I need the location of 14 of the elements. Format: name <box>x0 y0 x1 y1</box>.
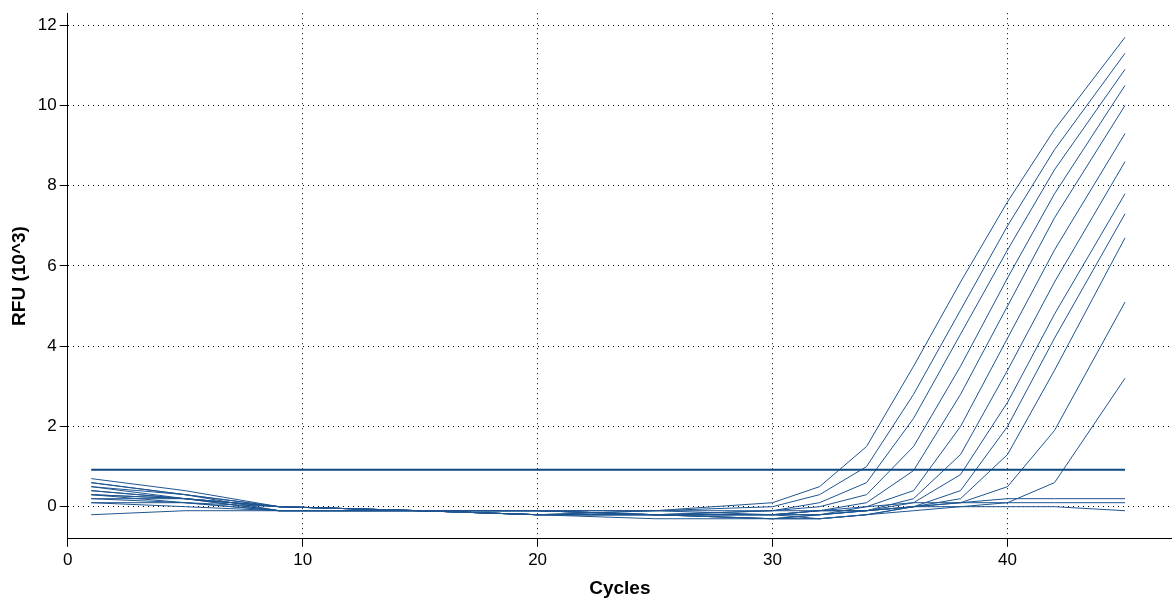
y-tick-label: 10 <box>37 95 57 115</box>
y-tick-label: 2 <box>47 416 57 436</box>
y-axis-title: RFU (10^3) <box>7 226 29 326</box>
x-tick-label: 40 <box>998 549 1017 569</box>
y-tick-label: 4 <box>47 335 57 355</box>
y-tick-label: 0 <box>47 496 57 516</box>
x-axis-title: Cycles <box>589 576 651 598</box>
x-tick-label: 20 <box>528 549 548 569</box>
x-tick-label: 0 <box>62 549 73 569</box>
y-tick-label: 8 <box>47 175 57 195</box>
x-tick-label: 30 <box>763 549 783 569</box>
y-tick-label: 6 <box>47 255 57 275</box>
y-tick-label: 12 <box>37 14 57 34</box>
x-tick-label: 10 <box>293 549 313 569</box>
